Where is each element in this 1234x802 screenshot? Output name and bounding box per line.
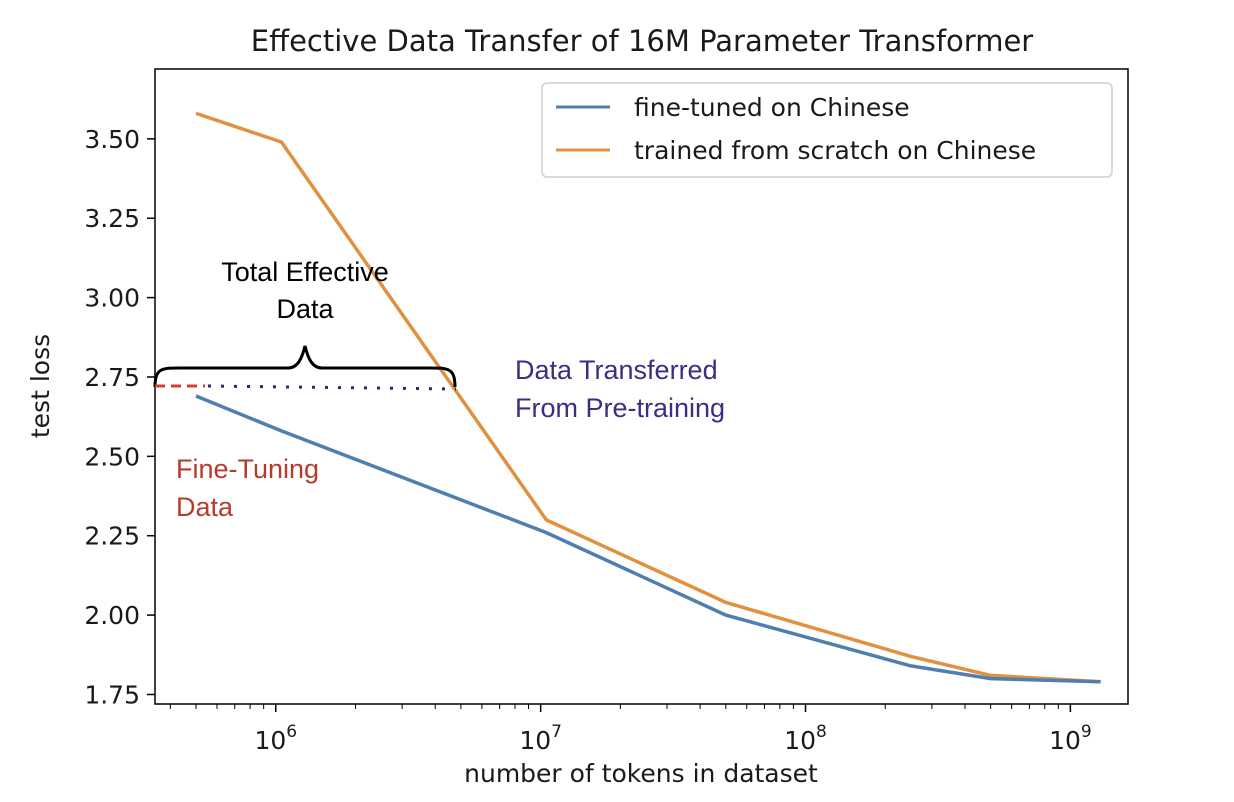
y-axis-label: test loss	[26, 334, 55, 438]
legend-label-scratch: trained from scratch on Chinese	[634, 136, 1036, 165]
legend-label-finetuned: fine-tuned on Chinese	[634, 93, 910, 122]
legend-box	[541, 82, 1113, 178]
y-tick-label: 3.00	[84, 284, 140, 313]
total-effective-label-line2: Data	[276, 294, 334, 324]
transferred-label-line1: Data Transferred	[515, 355, 718, 385]
y-tick-label: 2.00	[84, 601, 140, 630]
fine-tuning-label-line2: Data	[176, 492, 234, 522]
y-tick-label: 3.50	[84, 125, 140, 154]
total-effective-label-line1: Total Effective	[221, 257, 389, 287]
x-tick-label: 109	[1049, 722, 1092, 755]
total-effective-brace	[153, 345, 457, 388]
x-tick-label: 108	[784, 722, 827, 755]
series-line-fine-tuned-on-chinese	[195, 394, 1101, 684]
x-tick-label: 106	[254, 722, 297, 755]
series-line-trained-from-scratch-on-chinese	[195, 111, 1101, 684]
y-axis: 1.75 2.00 2.25 2.50 2.75 3.00 3.25 3.50	[84, 125, 155, 709]
y-tick-label: 2.50	[84, 442, 140, 471]
transferred-label-line2: From Pre-training	[515, 393, 725, 423]
y-tick-label: 2.25	[84, 522, 140, 551]
transferred-data-dots	[207, 384, 457, 391]
legend: fine-tuned on Chinese trained from scrat…	[541, 82, 1113, 178]
x-tick-label: 107	[519, 722, 562, 755]
y-tick-label: 1.75	[84, 680, 140, 709]
annotation-layer: Total Effective Data Data Transferred Fr…	[153, 257, 725, 522]
x-axis-label: number of tokens in dataset	[464, 759, 818, 788]
chart-title: Effective Data Transfer of 16M Parameter…	[251, 24, 1034, 58]
series-layer	[195, 111, 1101, 684]
x-axis: 106 107 108 109	[169, 704, 1092, 755]
y-tick-label: 2.75	[84, 363, 140, 392]
fine-tuning-label-line1: Fine-Tuning	[176, 454, 319, 484]
y-tick-label: 3.25	[84, 204, 140, 233]
